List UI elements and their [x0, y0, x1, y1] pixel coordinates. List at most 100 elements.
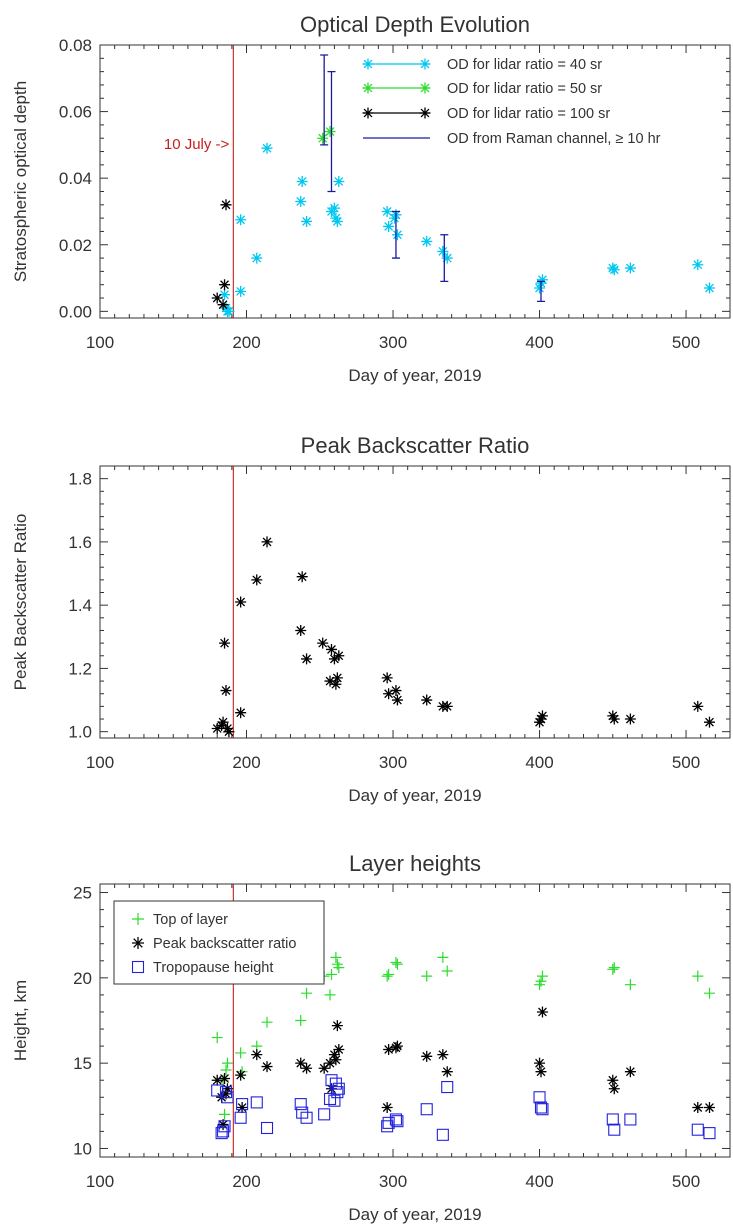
- x-axis-label: Day of year, 2019: [348, 366, 481, 385]
- data-point: [381, 1102, 393, 1114]
- y-tick-label: 15: [73, 1054, 92, 1073]
- data-point: [332, 1082, 345, 1095]
- legend-marker: [419, 107, 431, 119]
- data-point: [437, 951, 449, 963]
- data-point: [534, 716, 546, 728]
- data-point: [220, 199, 232, 211]
- data-point: [250, 1096, 263, 1109]
- data-point: [235, 1047, 247, 1059]
- data-point: [301, 1062, 313, 1074]
- x-axis: 100 200 300 400 500: [86, 884, 731, 1191]
- data-point: [703, 987, 715, 999]
- data-point: [383, 1044, 395, 1056]
- data-point: [330, 951, 342, 963]
- data-point: [221, 1091, 234, 1104]
- legend-label: Top of layer: [153, 912, 228, 928]
- data-point: [535, 1066, 547, 1078]
- x-tick-label: 300: [379, 1172, 407, 1191]
- data-point: [534, 1057, 546, 1069]
- legend-marker: [362, 107, 374, 119]
- data-point: [220, 685, 232, 697]
- data-point: [534, 1101, 548, 1114]
- data-point: [235, 596, 247, 608]
- legend-marker: [132, 937, 144, 949]
- x-tick-label: 300: [379, 333, 407, 352]
- data-point: [221, 1083, 233, 1095]
- data-point: [217, 299, 229, 311]
- data-point: [383, 968, 395, 980]
- data-point: [608, 1083, 620, 1095]
- chart-title: Layer heights: [349, 851, 481, 876]
- data-point: [607, 1074, 619, 1086]
- x-tick-label: 500: [672, 333, 700, 352]
- data-point: [221, 723, 233, 735]
- data-point: [390, 685, 402, 697]
- y-tick-label: 1.6: [68, 533, 92, 552]
- data-point: [328, 1094, 341, 1107]
- data-point: [216, 719, 228, 731]
- data-point: [235, 214, 247, 226]
- y-axis-label: Peak Backscatter Ratio: [11, 514, 30, 691]
- data-point: [211, 292, 223, 304]
- legend-marker: [419, 58, 431, 70]
- x-axis: 100 200 300 400 500: [86, 466, 731, 772]
- data-point: [437, 1049, 449, 1061]
- data-point: [215, 1127, 228, 1140]
- data-point: [323, 1092, 337, 1106]
- error-bar: [391, 210, 400, 259]
- data-point: [318, 1108, 331, 1121]
- data-point: [211, 1074, 223, 1086]
- series-1: [211, 536, 715, 738]
- y-tick-label: 10: [73, 1139, 92, 1158]
- y-axis: 0.00 0.02 0.04 0.06 0.08: [59, 36, 730, 321]
- data-point: [536, 1006, 548, 1018]
- data-point: [295, 1057, 307, 1069]
- y-axis-label: Stratospheric optical depth: [11, 81, 30, 282]
- data-point: [295, 1015, 307, 1026]
- data-point: [606, 1113, 619, 1126]
- data-point: [391, 694, 403, 706]
- data-point: [692, 259, 704, 271]
- x-axis: 100 200 300 400 500: [86, 45, 731, 352]
- data-point: [536, 274, 548, 286]
- data-point: [383, 220, 395, 232]
- y-axis-label: Height, km: [11, 980, 30, 1061]
- y-tick-label: 0.08: [59, 36, 92, 55]
- data-point: [296, 571, 308, 583]
- series-2: [317, 126, 336, 144]
- error-bar: [327, 70, 336, 193]
- data-point: [608, 264, 620, 276]
- data-point: [533, 1091, 546, 1104]
- data-point: [421, 694, 433, 706]
- x-tick-label: 100: [86, 333, 114, 352]
- error-bar: [440, 234, 449, 283]
- data-point: [235, 1069, 247, 1081]
- data-point: [236, 1098, 249, 1111]
- reference-line-label: 10 July ->: [164, 136, 230, 153]
- data-point: [608, 1123, 621, 1136]
- x-tick-label: 400: [525, 1172, 553, 1191]
- legend: OD for lidar ratio = 40 sr OD for lidar r…: [362, 57, 661, 147]
- data-point: [624, 979, 636, 991]
- data-point: [333, 1044, 345, 1056]
- data-point: [421, 1050, 433, 1062]
- x-axis-label: Day of year, 2019: [348, 1205, 481, 1224]
- legend-marker: [362, 58, 374, 70]
- data-point: [223, 305, 235, 317]
- data-point: [703, 716, 715, 728]
- data-point: [261, 1016, 273, 1028]
- data-point: [324, 1057, 336, 1069]
- data-point: [317, 132, 329, 144]
- data-point: [391, 1115, 404, 1128]
- data-point: [251, 1049, 263, 1061]
- data-point: [301, 653, 313, 665]
- data-point: [624, 262, 636, 274]
- data-point: [333, 650, 345, 662]
- data-point: [703, 1102, 715, 1114]
- legend-label: Tropopause height: [153, 960, 273, 976]
- data-point: [330, 678, 342, 690]
- chart-title: Peak Backscatter Ratio: [301, 433, 530, 458]
- data-point: [333, 962, 345, 974]
- legend-label: OD for lidar ratio = 40 sr: [447, 57, 602, 73]
